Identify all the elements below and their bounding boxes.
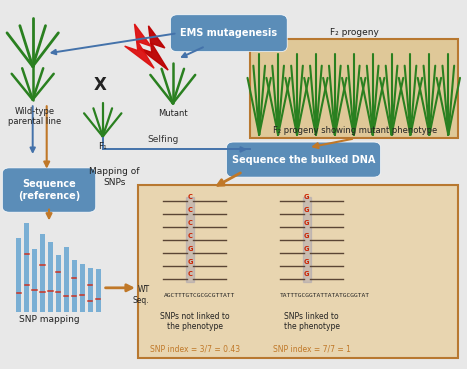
Text: Wild-type
parental line: Wild-type parental line <box>8 107 62 127</box>
Bar <box>16 238 21 312</box>
Text: G: G <box>304 194 310 200</box>
Text: G: G <box>304 246 310 252</box>
Text: WT
Seq.: WT Seq. <box>133 286 149 305</box>
Text: AGCTTTGTCGCGCGTTATT: AGCTTTGTCGCGCGTTATT <box>163 293 235 298</box>
Text: C: C <box>188 207 192 213</box>
Text: G: G <box>304 233 310 239</box>
FancyBboxPatch shape <box>2 168 96 212</box>
Bar <box>303 197 311 282</box>
Text: G: G <box>304 272 310 277</box>
Text: Selfing: Selfing <box>148 135 179 144</box>
Text: SNP mapping: SNP mapping <box>19 315 79 324</box>
Text: X: X <box>94 76 107 94</box>
Text: SNP index = 3/7 = 0.43: SNP index = 3/7 = 0.43 <box>150 344 240 353</box>
Text: G: G <box>304 259 310 265</box>
Bar <box>32 249 37 312</box>
Text: SNPs not linked to
the phenotype: SNPs not linked to the phenotype <box>160 312 230 331</box>
Bar <box>88 268 92 312</box>
Text: Sequence the bulked DNA: Sequence the bulked DNA <box>232 155 375 165</box>
Text: F₂ progeny showing mutant phenotype: F₂ progeny showing mutant phenotype <box>273 126 437 135</box>
Text: SNPs linked to
the phenotype: SNPs linked to the phenotype <box>284 312 340 331</box>
Bar <box>64 247 69 312</box>
Bar <box>186 197 194 282</box>
Text: C: C <box>188 233 192 239</box>
Text: TATTTGCGGTATTATATGCGGTAT: TATTTGCGGTATTATATGCGGTAT <box>280 293 370 298</box>
Text: C: C <box>188 272 192 277</box>
Bar <box>95 269 101 312</box>
Text: C: C <box>188 194 192 200</box>
Bar <box>72 260 77 312</box>
Polygon shape <box>125 24 154 68</box>
FancyBboxPatch shape <box>226 142 381 177</box>
Text: EMS mutagenesis: EMS mutagenesis <box>180 28 277 38</box>
Text: Mapping of
SNPs: Mapping of SNPs <box>89 168 140 187</box>
Text: G: G <box>304 207 310 213</box>
Text: F₂ progeny: F₂ progeny <box>331 28 379 37</box>
Text: F₁: F₁ <box>99 142 107 151</box>
Text: Mutant: Mutant <box>158 109 188 118</box>
Bar <box>48 242 53 312</box>
Text: SNP index = 7/7 = 1: SNP index = 7/7 = 1 <box>273 344 351 353</box>
Text: Sequence
(reference): Sequence (reference) <box>18 179 80 201</box>
FancyBboxPatch shape <box>170 15 287 52</box>
Text: G: G <box>187 259 193 265</box>
Bar <box>56 255 61 312</box>
Text: G: G <box>187 246 193 252</box>
FancyBboxPatch shape <box>138 184 458 358</box>
Text: G: G <box>304 220 310 226</box>
Text: C: C <box>188 220 192 226</box>
FancyBboxPatch shape <box>250 39 458 138</box>
Polygon shape <box>139 26 168 70</box>
Bar <box>40 234 45 312</box>
Bar <box>79 264 85 312</box>
Bar <box>24 223 29 312</box>
